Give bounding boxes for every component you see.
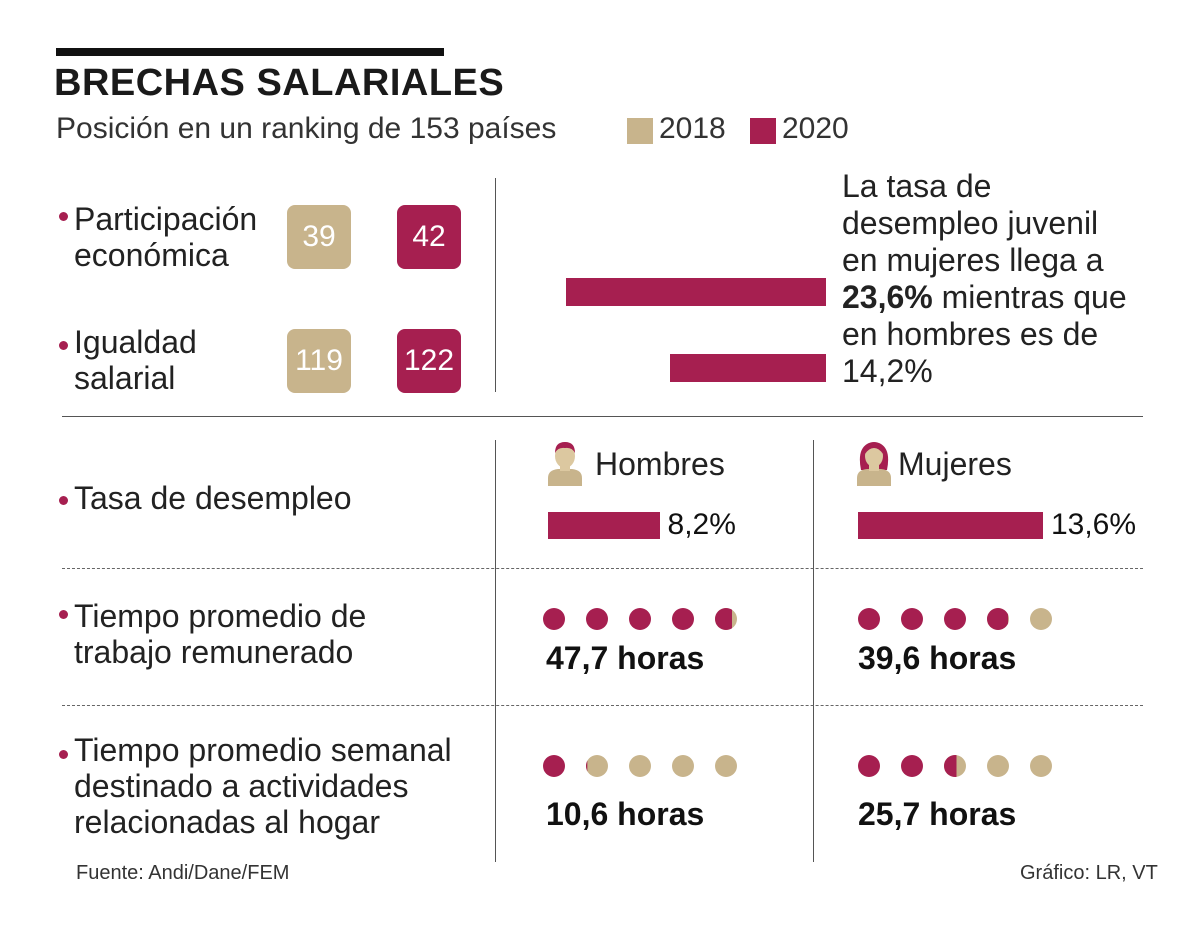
hour-dot [987, 755, 1009, 777]
unemployment-value-men: 8,2% [667, 508, 736, 541]
source-credit: Fuente: Andi/Dane/FEM [76, 862, 290, 884]
hour-dot [672, 608, 694, 630]
youth-bar-women [566, 278, 826, 306]
hour-dot [901, 755, 923, 777]
unemployment-bar-women [858, 512, 1043, 539]
home-work-dots-men [543, 755, 737, 777]
unemployment-bar-men [548, 512, 660, 539]
home-work-dots-women [858, 755, 1052, 777]
paid-work-value-women: 39,6 horas [858, 640, 1017, 676]
bullet [59, 750, 68, 759]
hour-dot-partial-fill [987, 608, 1009, 630]
hour-dot [901, 608, 923, 630]
men-header: Hombres [595, 446, 725, 482]
man-icon [548, 442, 582, 486]
paid-work-dots-women [858, 608, 1052, 630]
note-line: La tasa de [842, 168, 992, 204]
hour-dot-partial-fill [715, 608, 732, 630]
hour-dot [1030, 755, 1052, 777]
divider-vertical-bottom-right [813, 440, 814, 862]
page-title: BRECHAS SALARIALES [54, 62, 505, 104]
dashed-divider [62, 705, 1143, 706]
divider-horizontal [62, 416, 1143, 417]
hour-dot [1030, 608, 1052, 630]
bullet [59, 496, 68, 505]
woman-icon [857, 442, 891, 486]
home-work-value-men: 10,6 horas [546, 796, 705, 832]
hour-dot [858, 608, 880, 630]
note-line: en mujeres llega a [842, 242, 1104, 278]
hour-dot [944, 608, 966, 630]
unemployment-label: Tasa de desempleo [74, 480, 352, 516]
note-line: mientras que [932, 279, 1127, 315]
title-rule [56, 48, 444, 56]
subtitle: Posición en un ranking de 153 países [56, 112, 557, 145]
rank-2018-equality: 119 [287, 329, 351, 393]
rank-2020-equality: 122 [397, 329, 461, 393]
bullet [59, 212, 68, 221]
paid-work-label: Tiempo promedio de trabajo remunerado [74, 598, 367, 670]
note-line: en hombres es de [842, 316, 1099, 352]
youth-men-value: 14,2% [842, 353, 933, 389]
rank-2020-participation: 42 [397, 205, 461, 269]
unemployment-value-women: 13,6% [1050, 508, 1137, 541]
legend-2018-swatch [627, 118, 653, 144]
hour-dot [858, 755, 880, 777]
note-line: desempleo juvenil [842, 205, 1099, 241]
divider-vertical-top [495, 178, 496, 392]
hour-dot [672, 755, 694, 777]
graphic-credit: Gráfico: LR, VT [1020, 862, 1158, 884]
bullet [59, 610, 68, 619]
women-header: Mujeres [898, 446, 1012, 482]
hour-dot [629, 608, 651, 630]
home-work-label: Tiempo promedio semanal destinado a acti… [74, 732, 452, 840]
legend-2020-label: 2020 [782, 112, 849, 145]
paid-work-value-men: 47,7 horas [546, 640, 705, 676]
hour-dot [629, 755, 651, 777]
hour-dot [543, 755, 565, 777]
bullet [59, 341, 68, 350]
ranking-label-equality: Igualdad salarial [74, 324, 197, 396]
divider-vertical-bottom-left [495, 440, 496, 862]
legend-2020-swatch [750, 118, 776, 144]
hour-dot [586, 608, 608, 630]
youth-women-value: 23,6% [842, 279, 933, 315]
hour-dot-partial-fill [944, 755, 957, 777]
hour-dot [543, 608, 565, 630]
youth-unemployment-note: La tasa de desempleo juvenil en mujeres … [842, 168, 1172, 390]
hour-dot [586, 755, 608, 777]
rank-2018-participation: 39 [287, 205, 351, 269]
hour-dot [715, 755, 737, 777]
hour-dot-partial-fill [586, 760, 588, 772]
home-work-value-women: 25,7 horas [858, 796, 1017, 832]
dashed-divider [62, 568, 1143, 569]
youth-bar-men [669, 354, 826, 382]
ranking-label-participation: Participación económica [74, 201, 258, 273]
legend-2018-label: 2018 [659, 112, 726, 145]
paid-work-dots-men [543, 608, 737, 630]
